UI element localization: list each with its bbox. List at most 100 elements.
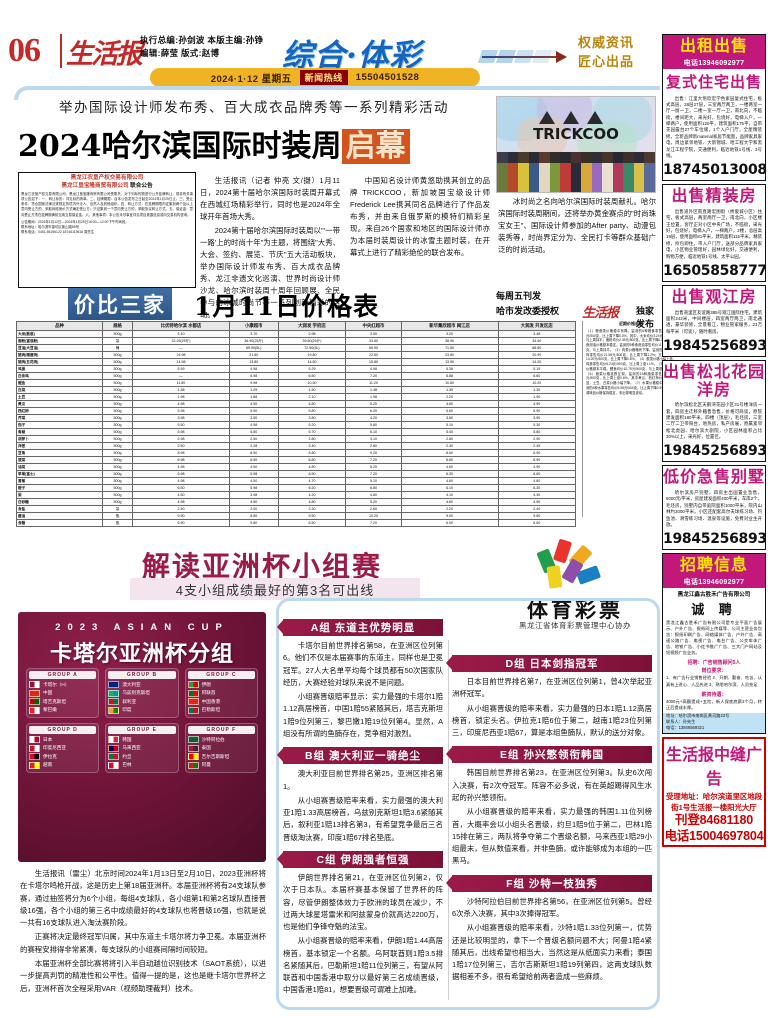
price-cell: 14.50 bbox=[277, 358, 347, 366]
country-flag-icon bbox=[29, 753, 40, 760]
ad-subheader: 电话13946092977 bbox=[663, 56, 765, 69]
price-cell: 5.80 bbox=[228, 519, 279, 527]
ac-lead-para-2: 正赛将决定最终冠军归属，其中东道主卡塔尔将力争卫冕。本届亚洲杯的赛程安排得非常紧… bbox=[20, 932, 266, 954]
price-item-name: 食盐 bbox=[16, 505, 103, 513]
price-table-row: 酱油瓶 9.90 8.80 9.50 10.20 9.00 9.60 bbox=[16, 512, 577, 520]
classified-phone[interactable]: 刊登84681180 bbox=[675, 813, 753, 828]
price-cell: 4.98 bbox=[228, 365, 279, 373]
group-team-item: 巴勒斯坦 bbox=[187, 706, 255, 714]
price-cell: 72.90(5L) bbox=[277, 344, 347, 352]
price-cell: 1.90 bbox=[497, 393, 577, 401]
country-flag-icon bbox=[187, 736, 199, 743]
photo-brand-text: TRICKCOO bbox=[533, 125, 619, 143]
group-header: GROUP F bbox=[187, 726, 255, 734]
group-section-heading-D: D组 日本剑指冠军 bbox=[446, 655, 652, 672]
price-table-row: 鸡蛋 500g 5.59 4.98 5.29 4.98 5.38 5.19 bbox=[16, 365, 577, 373]
price-table-row: 大米(散装) 500g 3.10 3.70 2.98 3.50 3.20 3.48 bbox=[16, 330, 577, 338]
group-team-item: 叙利亚 bbox=[108, 698, 175, 705]
group-header: GROUP A bbox=[29, 671, 97, 679]
price-cell: 5.29 bbox=[277, 365, 347, 373]
price-cell: 10.20 bbox=[497, 379, 577, 387]
price-cell: 4.50 bbox=[228, 498, 279, 506]
ad-phone-number[interactable]: 19845256893 bbox=[663, 338, 767, 355]
price-item-name: 油菜 bbox=[16, 463, 103, 471]
price-cell: 5.19 bbox=[497, 365, 577, 373]
price-cell: 9.90 bbox=[132, 512, 230, 520]
ad-phone-number[interactable]: 19845256893 bbox=[663, 531, 767, 548]
price-badge: 价比三家 bbox=[68, 288, 172, 320]
price-cell: 4.90 bbox=[497, 400, 577, 408]
country-flag-icon bbox=[187, 744, 199, 752]
price-item-unit: 500g bbox=[102, 477, 133, 485]
price-cell: 7.20 bbox=[345, 456, 402, 464]
ad-header: 出售精装房 bbox=[663, 185, 765, 207]
price-col-header: 大润发 学府店 bbox=[277, 321, 347, 331]
price-cell: 14.20 bbox=[497, 358, 577, 366]
group-section-body-A: 卡塔尔目前世界排名第58，在亚洲区位列第6。他们不仅是本届赛事的东道主，同样也是… bbox=[283, 640, 443, 740]
group-team-item: 塔吉克斯坦 bbox=[29, 698, 96, 705]
price-cell: 2.90 bbox=[497, 435, 577, 443]
ad-phone-number[interactable]: 16505858777 bbox=[663, 262, 767, 279]
price-cell: 8.90 bbox=[497, 449, 577, 457]
announcement-title: 黑龙江农垦产权交易有限公司 黑龙江垦宝隆商贸有限公司 联合公告 bbox=[21, 175, 193, 190]
ad-requirements: 1、有广告行业销售经验 2、开朗、勤奋、吃苦、认真有上进心、人品先进 3、熟悉哈… bbox=[666, 675, 762, 687]
ad-phone-number[interactable]: 19845256893 bbox=[663, 443, 767, 460]
price-cell: 4.80 bbox=[277, 463, 347, 471]
lead-article: 举办国际设计师发布秀、百大成衣品牌秀等一系列精彩活动 2024哈尔滨国际时装周启… bbox=[18, 96, 490, 165]
team-name: 韩国 bbox=[122, 736, 132, 742]
price-cell: 6.00 bbox=[400, 519, 499, 527]
ac-lead-para-1: 生活报讯（雷尘）北京时间2024年1月13日至2月10日，2023亚洲杯将在卡塔… bbox=[20, 869, 266, 928]
group-box: GROUP B 澳大利亚 乌兹别克斯坦 叙利亚 印度 bbox=[105, 668, 179, 718]
price-table-row: 西红柿 500g 5.98 5.50 5.80 6.20 5.60 5.90 bbox=[16, 407, 577, 415]
price-cell: 34.50 bbox=[497, 337, 577, 345]
announcement-title-line-1: 黑龙江农垦产权交易有限公司 bbox=[70, 175, 144, 181]
price-cell: 4.60 bbox=[400, 477, 499, 485]
group-team-item: 中国香港 bbox=[187, 698, 255, 705]
price-item-unit: 500g bbox=[102, 358, 133, 366]
price-comparison-section: 价比三家 1月11日价格表 每周五刊发 哈市发改委授权 生活报 独家发布 品种规… bbox=[16, 288, 676, 528]
price-cell: 4.98 bbox=[132, 498, 230, 506]
classified-address: 街1号生活报一楼阳光大厅 bbox=[671, 803, 757, 813]
ad-position-line: 招聘：广告销售顾问5人 bbox=[687, 660, 741, 667]
price-cell: 7.20 bbox=[345, 372, 402, 380]
price-cell: 6.60 bbox=[497, 372, 577, 380]
price-cell: 6.50 bbox=[277, 470, 347, 478]
article-paragraph: 日本目前世界排名第7，在亚洲区位列第1，曾4次举起亚洲杯冠军。 bbox=[452, 677, 652, 699]
country-flag-icon bbox=[108, 681, 120, 688]
price-item-name: 梨 bbox=[16, 491, 103, 499]
price-cell: 2.98 bbox=[277, 330, 347, 338]
group-team-item: 伊朗 bbox=[187, 681, 255, 688]
price-table-row: 猪肉(五花肉) 500g 14.98 13.80 14.50 15.80 13.90 14.2… bbox=[16, 358, 577, 366]
graphic-english-title: 2023 ASIAN CUP bbox=[55, 622, 229, 633]
lottery-title: 体育彩票 bbox=[527, 597, 623, 622]
price-cell: 5.80 bbox=[277, 407, 347, 415]
country-flag-icon bbox=[29, 744, 40, 752]
price-cell: 5.10 bbox=[400, 421, 499, 429]
price-table-row: 黄瓜 500g 4.98 4.50 4.80 5.20 4.60 4.90 bbox=[16, 400, 577, 408]
price-cell: 5.80 bbox=[345, 421, 402, 429]
article-paragraph: 从小组赛晋级的赔率来看，伊朗1赔1.44高居榜首，基本锁定一个名额。乌阿联酋则1… bbox=[283, 936, 443, 995]
country-flag-icon bbox=[187, 753, 199, 760]
price-cell: 3.48 bbox=[497, 330, 577, 338]
lead-body-columns: 生活报讯（记者 仲亮 文/摄）1月11日，2024第十届哈尔滨国际时装周开幕式在… bbox=[200, 175, 490, 323]
price-cell: 4.20 bbox=[345, 414, 402, 422]
ad-phone-number[interactable]: 18745013008 bbox=[663, 162, 767, 179]
announcement-joint-label: 联合公告 bbox=[130, 182, 153, 189]
price-cell: 11.20 bbox=[345, 379, 402, 387]
group-box: GROUP F 沙特阿拉伯 泰国 吉尔吉斯斯坦 阿曼 bbox=[184, 723, 258, 773]
team-name: 伊朗 bbox=[201, 681, 211, 687]
group-team-item: 澳大利亚 bbox=[108, 681, 175, 688]
price-item-unit: 500g bbox=[102, 421, 133, 429]
classified-phone[interactable]: 电话15004697804 bbox=[664, 828, 764, 843]
price-cell: 6.60 bbox=[497, 519, 577, 527]
advertisement-rail: 出租出售 电话13946092977 复式住宅出售 出售：江里大悟欣宏学色家园复式住宅… bbox=[662, 34, 767, 850]
article-paragraph: 伊朗世界排名第21，在亚洲区位列第2，仅次于日本队。本届杯赛基本保留了世界杯的阵… bbox=[283, 872, 443, 932]
price-cell: 6.90 bbox=[132, 519, 230, 527]
ad-body: 出售道外区南直路宏图街（桥俊城小区）住宅，板式高层，两室两厅一卫，南北向，小区楼… bbox=[666, 208, 762, 259]
price-cell: 20.90 bbox=[497, 351, 577, 359]
price-cell: 2.10 bbox=[277, 393, 347, 401]
country-flag-icon bbox=[29, 681, 40, 688]
group-section-heading-E: E组 孙兴慜领衔韩国 bbox=[446, 746, 652, 764]
price-item-unit: 500g bbox=[102, 449, 133, 457]
announcement-foot-1: 公告期间：2024年1月12日—2024年1月25日16:00—12:00下午时… bbox=[21, 219, 129, 224]
